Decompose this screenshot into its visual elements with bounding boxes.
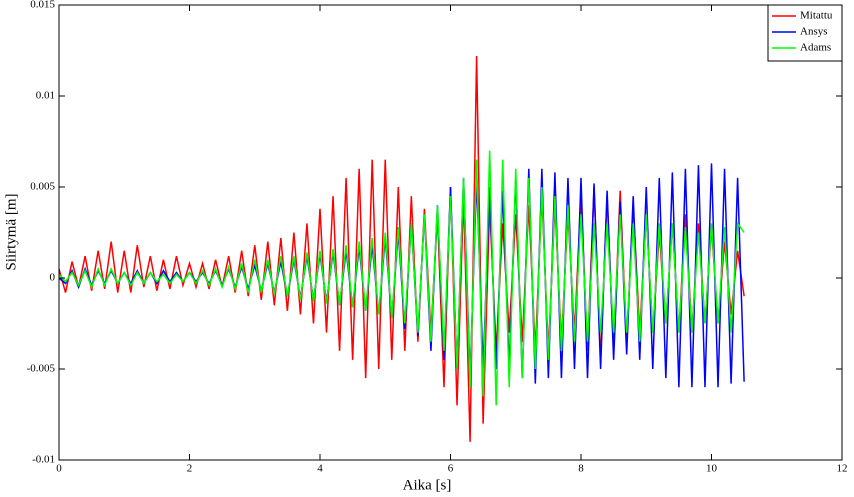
x-tick-label: 6: [448, 463, 454, 475]
x-tick-label: 0: [56, 463, 62, 475]
x-tick-label: 4: [317, 463, 323, 475]
x-tick-label: 10: [706, 463, 718, 475]
legend-label: Mitattu: [800, 10, 833, 22]
x-tick-label: 2: [187, 463, 193, 475]
y-axis-label: Siirtymä [m]: [3, 193, 19, 270]
x-axis-label: Aika [s]: [403, 477, 452, 493]
series-line: [58, 150, 745, 406]
y-tick-label: -0.005: [27, 363, 56, 375]
y-tick-label: 0.015: [30, 0, 55, 11]
y-tick-label: -0.01: [32, 454, 55, 466]
x-tick-label: 8: [578, 463, 584, 475]
legend-label: Ansys: [800, 26, 828, 38]
x-tick-label: 12: [837, 463, 848, 475]
legend-box: [767, 4, 843, 62]
legend-label: Adams: [800, 42, 831, 54]
y-tick-label: 0.005: [30, 181, 55, 193]
y-tick-label: 0.01: [36, 90, 55, 102]
y-tick-label: 0: [50, 272, 56, 284]
series-line: [58, 55, 745, 442]
